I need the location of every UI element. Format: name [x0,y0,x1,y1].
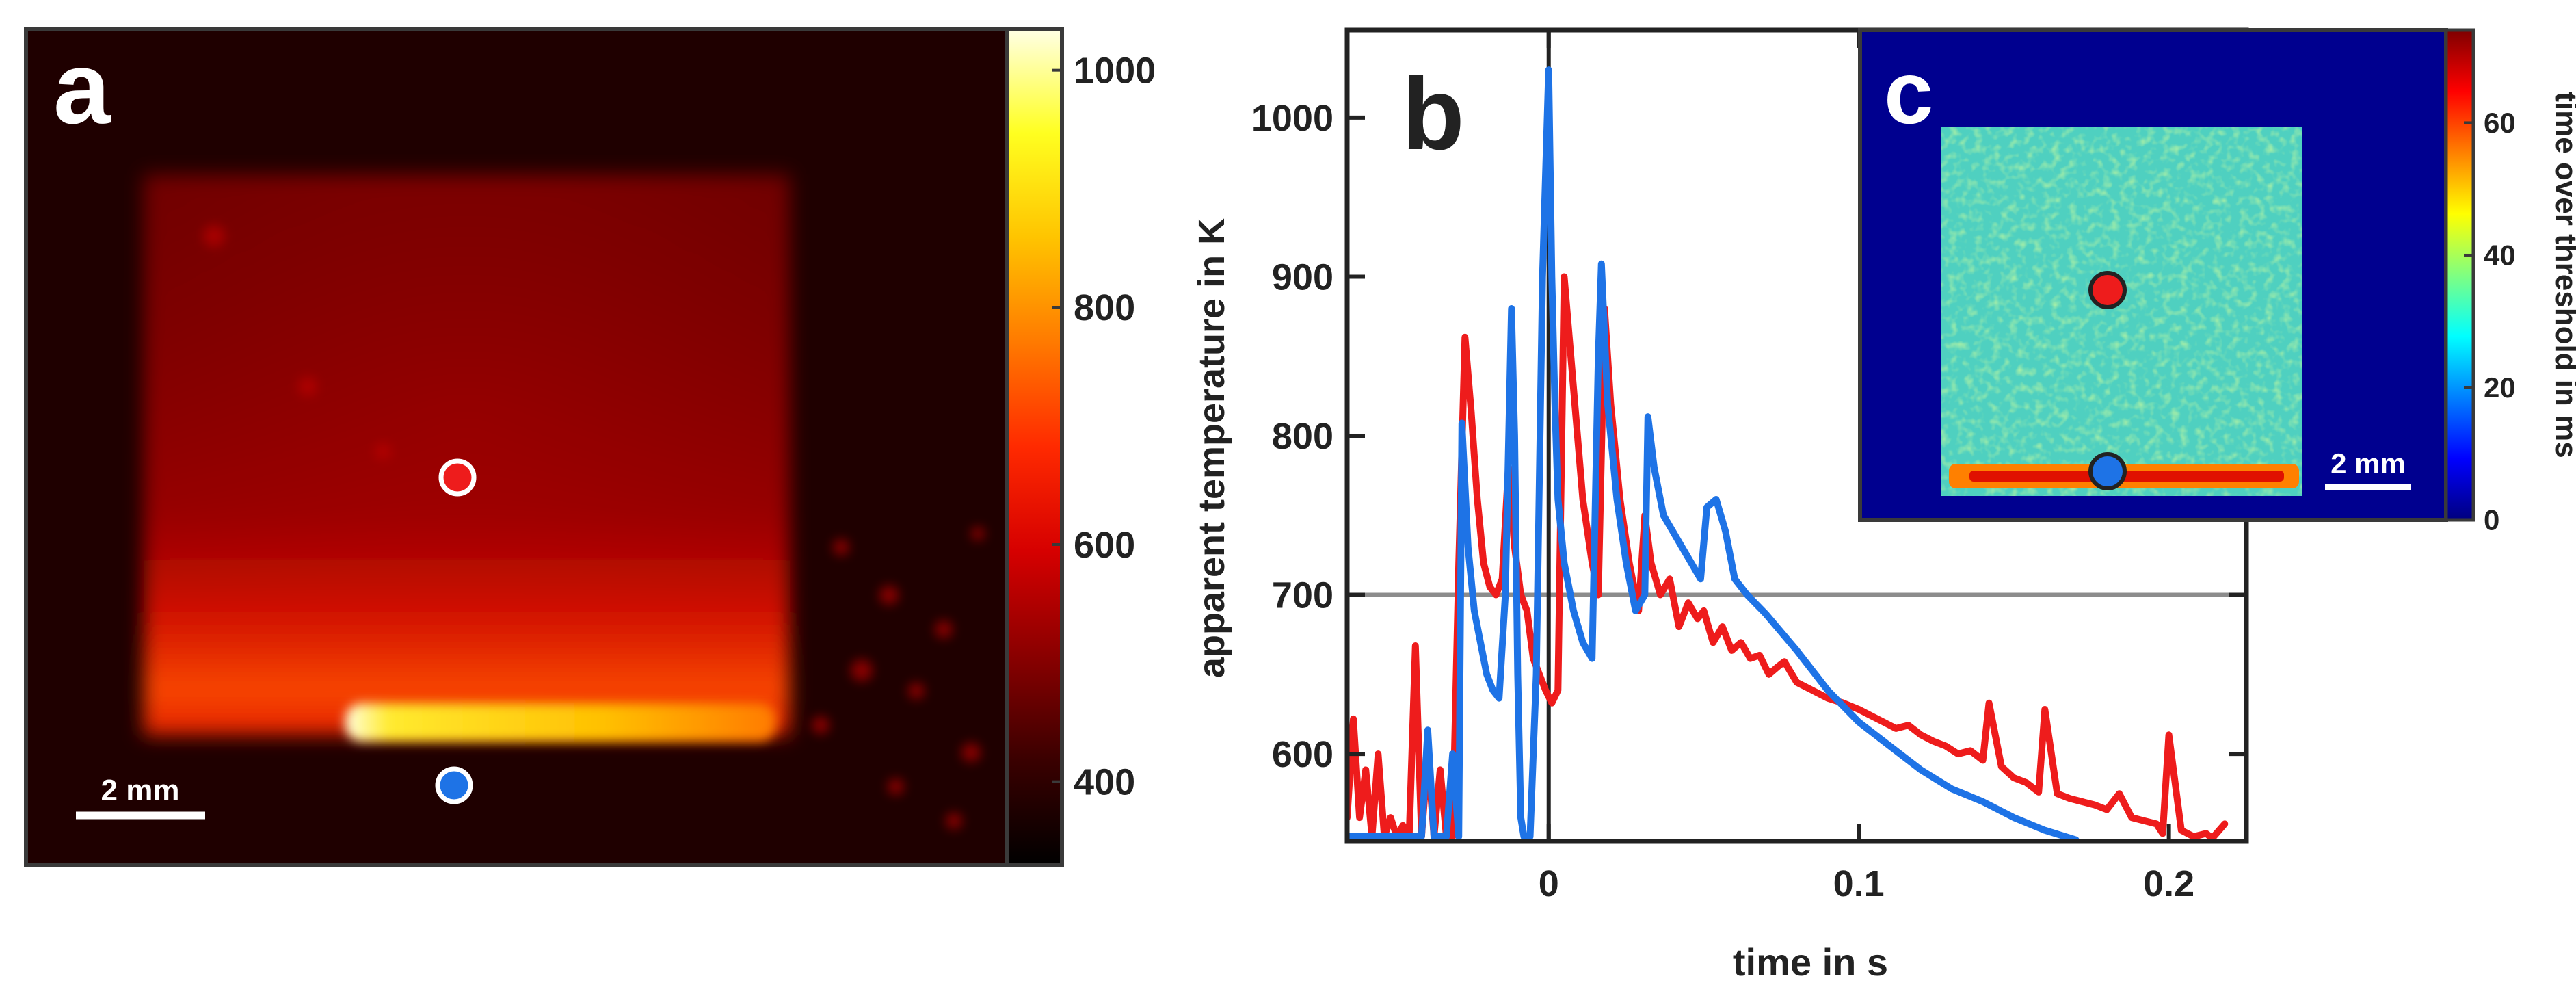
colorbar-c [2444,28,2475,522]
series-group [1347,66,2229,841]
series-line-blue [1347,66,2080,841]
colorbar-a [1005,27,1064,867]
colorbar-a-tick-label: 600 [1074,525,1135,566]
colorbar-c-ticks: 60 40 20 0 [2464,107,2516,536]
colorbar-c-tick-label: 40 [2484,239,2516,272]
colorbar-c-tick-label: 20 [2484,371,2516,404]
thermal-image-hot-spots [203,225,985,829]
marker-red-c [2088,271,2127,309]
hot-stripe [345,703,776,742]
y-tick-label: 700 [1272,575,1333,616]
y-tick-label: 900 [1272,257,1333,298]
panel-a: 2 mm a 1000 800 600 400 [24,27,1156,867]
x-tick-label: 0 [1539,863,1559,904]
marker-red-a [438,458,477,497]
marker-blue-a [435,766,473,804]
y-axis-label: apparent temperature in K [1191,218,1232,678]
colorbar-a-tick-label: 400 [1074,762,1135,803]
thermal-image-sample [144,174,790,735]
colorbar-a-ticks: 1000 800 600 400 [1052,51,1156,803]
panel-letter-b: b [1402,56,1465,171]
panel-letter-c: c [1884,42,1933,142]
colorbar-c-tick-label: 0 [2484,504,2499,536]
marker-blue-c [2088,452,2127,490]
colorbar-a-tick-label: 800 [1074,287,1135,328]
scalebar-c-label: 2 mm [2331,447,2406,480]
time-map-hot-edge-core [1969,471,2284,482]
colorbar-c-label: time over threshold in ms [2549,92,2576,458]
panel-letter-a: a [53,30,111,145]
panel-c: 2 mm c 60 40 20 0 time over threshold in ms [1858,28,2576,536]
y-tick-label: 800 [1272,416,1333,457]
colorbar-c-tick-label: 60 [2484,107,2516,139]
x-axis-label: time in s [1733,941,1888,984]
colorbar-a-tick-label: 1000 [1074,51,1156,92]
y-tick-label: 1000 [1251,98,1333,139]
panel-b: 600 700 800 900 1000 0 0.1 0.2 time in s apparent… [1191,27,2249,984]
y-tick-label: 600 [1272,734,1333,775]
line-chart: 600 700 800 900 1000 0 0.1 0.2 time in s apparent… [1191,27,2249,984]
x-tick-label: 0.2 [2143,863,2194,904]
scalebar-a-label: 2 mm [101,774,180,807]
time-map-sample-texture [1941,127,2302,496]
x-tick-label: 0.1 [1833,863,1885,904]
